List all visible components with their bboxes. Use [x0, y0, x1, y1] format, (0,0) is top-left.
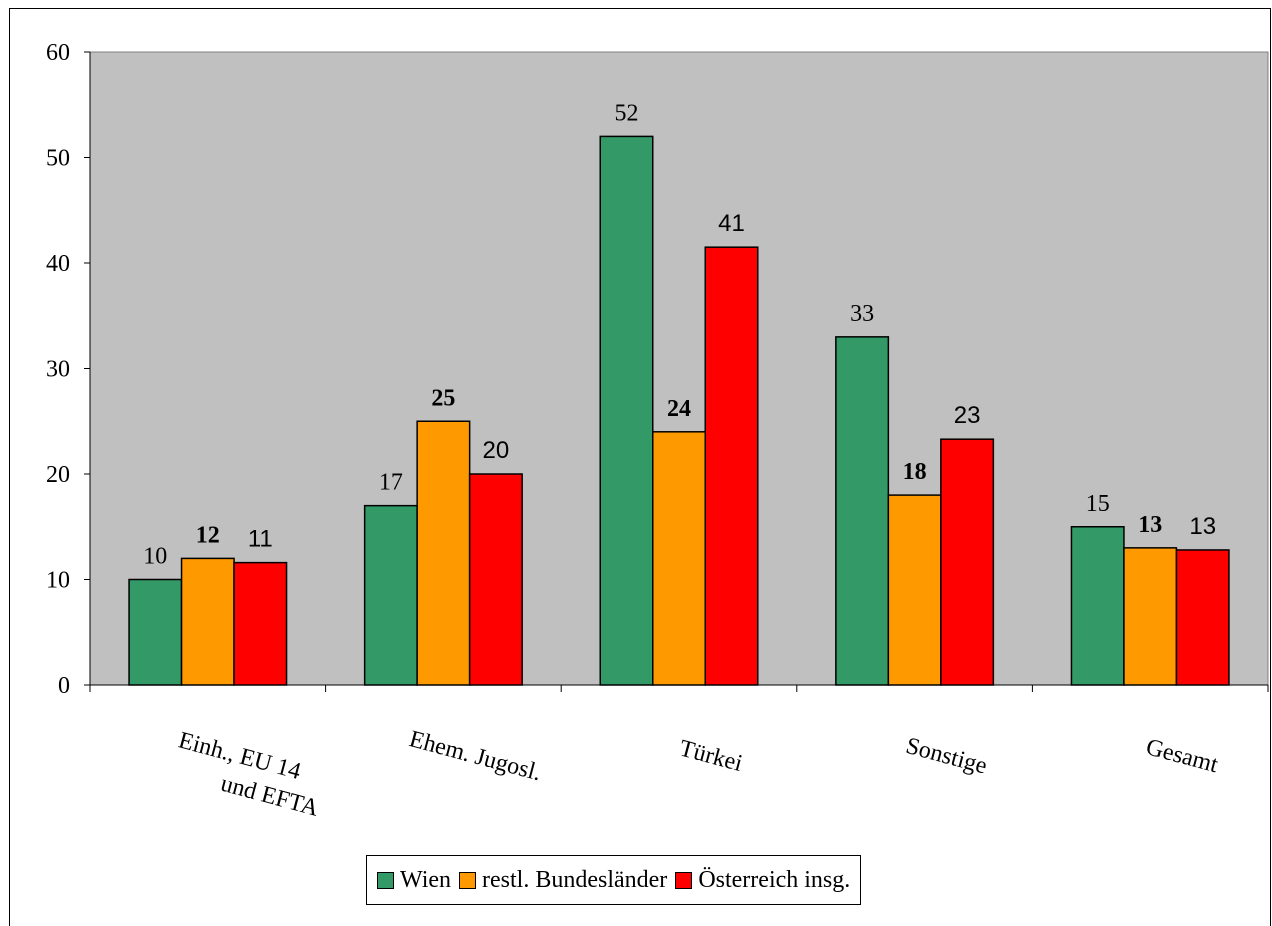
- data-label: 20: [483, 437, 510, 464]
- bar: [835, 336, 890, 686]
- bar: [1070, 526, 1125, 686]
- y-tick-label: 0: [58, 673, 70, 699]
- legend-item-restl-bundeslaender: restl. Bundesländer: [459, 867, 667, 894]
- bar: [940, 438, 995, 686]
- bar: [128, 578, 183, 686]
- data-label: 23: [954, 402, 981, 429]
- bar: [233, 561, 288, 686]
- bar: [704, 246, 759, 686]
- data-label: 33: [850, 301, 874, 327]
- legend-swatch-oesterreich-insg: [675, 871, 693, 889]
- legend-label-wien: Wien: [400, 866, 452, 893]
- data-label: 41: [718, 210, 745, 237]
- x-category-label: Gesamt: [1143, 734, 1221, 778]
- legend-label-restl-bundeslaender: restl. Bundesländer: [482, 866, 668, 893]
- data-label: 18: [903, 459, 927, 485]
- legend-item-oesterreich-insg: Österreich insg.: [675, 867, 850, 894]
- x-category-label: und EFTA: [218, 771, 322, 822]
- bar: [468, 473, 523, 686]
- x-category-label: Türkei: [677, 735, 746, 777]
- legend-swatch-restl-bundeslaender: [459, 871, 477, 889]
- bar: [599, 135, 654, 686]
- legend-label-oesterreich-insg: Österreich insg.: [698, 866, 851, 893]
- bar: [416, 420, 471, 686]
- data-label: 15: [1086, 491, 1110, 517]
- data-label: 24: [667, 396, 691, 422]
- data-label: 10: [143, 544, 167, 570]
- x-category-label: Sonstige: [903, 733, 990, 780]
- y-tick-label: 50: [46, 146, 70, 172]
- legend-item-wien: Wien: [377, 867, 451, 894]
- data-label: 11: [248, 526, 273, 553]
- data-label: 13: [1138, 512, 1162, 538]
- data-label: 52: [615, 100, 639, 126]
- data-label: 17: [379, 470, 403, 496]
- x-category-label: Ehem. Jugosl.: [406, 726, 543, 786]
- data-label: 25: [431, 385, 455, 411]
- y-tick-label: 20: [46, 462, 70, 488]
- y-tick-label: 40: [46, 251, 70, 277]
- legend: Wien restl. Bundesländer Österreich insg…: [366, 855, 862, 905]
- bar: [1175, 549, 1230, 686]
- data-label: 12: [196, 522, 220, 548]
- bar: [180, 557, 235, 686]
- data-label: 13: [1189, 513, 1216, 540]
- bar: [652, 431, 706, 686]
- bar: [363, 504, 418, 686]
- chart-frame: [9, 8, 1271, 926]
- y-tick-label: 30: [46, 357, 70, 383]
- y-tick-label: 10: [46, 568, 70, 594]
- legend-swatch-wien: [377, 871, 394, 889]
- y-tick-label: 60: [46, 40, 70, 66]
- bar: [887, 494, 942, 686]
- bar: [1123, 547, 1178, 686]
